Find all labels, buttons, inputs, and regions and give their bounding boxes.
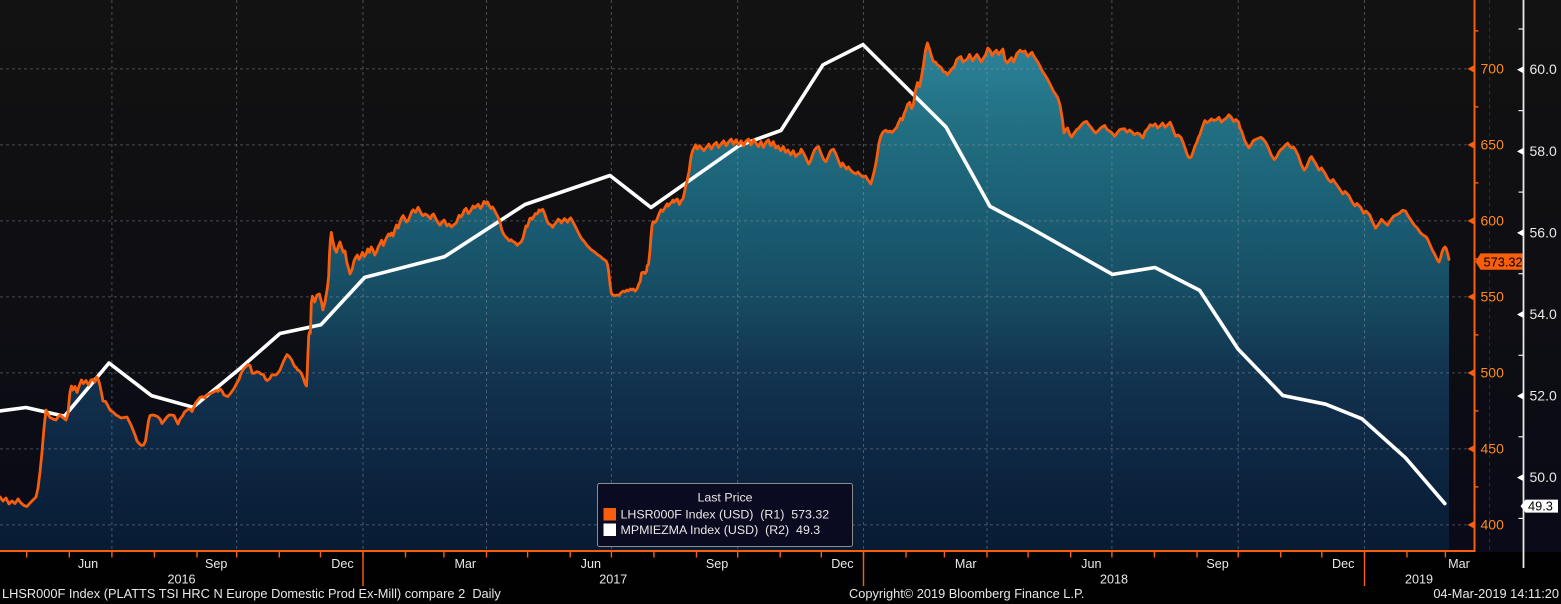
svg-text:500: 500 <box>1481 364 1505 380</box>
svg-text:Last Price: Last Price <box>697 491 752 505</box>
svg-text:2017: 2017 <box>599 573 627 587</box>
svg-text:LHSR000F Index (USD) (R1) 57: LHSR000F Index (USD) (R1) 573.32 <box>621 508 830 522</box>
svg-text:Mar: Mar <box>1448 557 1470 571</box>
svg-text:Sep: Sep <box>205 557 227 571</box>
svg-text:52.0: 52.0 <box>1530 387 1557 403</box>
svg-text:Dec: Dec <box>331 557 353 571</box>
svg-text:2018: 2018 <box>1100 573 1128 587</box>
svg-text:550: 550 <box>1481 288 1505 304</box>
svg-text:Jun: Jun <box>78 557 98 571</box>
svg-text:58.0: 58.0 <box>1530 143 1557 159</box>
svg-text:Jun: Jun <box>581 557 601 571</box>
svg-text:54.0: 54.0 <box>1530 306 1557 322</box>
svg-text:04-Mar-2019 14:11:20: 04-Mar-2019 14:11:20 <box>1433 586 1559 601</box>
svg-text:Mar: Mar <box>454 557 476 571</box>
svg-text:2016: 2016 <box>167 573 195 587</box>
svg-text:Sep: Sep <box>1206 557 1228 571</box>
svg-text:MPMIEZMA Index (USD) (R2) 49: MPMIEZMA Index (USD) (R2) 49.3 <box>621 523 821 537</box>
svg-text:573.32: 573.32 <box>1484 254 1523 269</box>
svg-text:56.0: 56.0 <box>1530 224 1557 240</box>
svg-text:450: 450 <box>1481 440 1505 456</box>
svg-text:600: 600 <box>1481 212 1505 228</box>
svg-text:400: 400 <box>1481 516 1505 532</box>
svg-text:LHSR000F Index (PLATTS TSI HRC: LHSR000F Index (PLATTS TSI HRC N Europe … <box>2 586 501 601</box>
svg-text:60.0: 60.0 <box>1530 61 1557 77</box>
svg-text:49.3: 49.3 <box>1528 499 1553 514</box>
svg-text:Dec: Dec <box>831 557 853 571</box>
svg-text:Mar: Mar <box>955 557 977 571</box>
svg-text:700: 700 <box>1481 60 1505 76</box>
svg-text:50.0: 50.0 <box>1530 469 1557 485</box>
svg-text:Copyright© 2019 Bloomberg Fina: Copyright© 2019 Bloomberg Finance L.P. <box>849 586 1084 601</box>
svg-text:650: 650 <box>1481 136 1505 152</box>
svg-text:Jun: Jun <box>1081 557 1101 571</box>
svg-text:Dec: Dec <box>1332 557 1354 571</box>
svg-text:2019: 2019 <box>1405 573 1433 587</box>
svg-text:Sep: Sep <box>706 557 728 571</box>
